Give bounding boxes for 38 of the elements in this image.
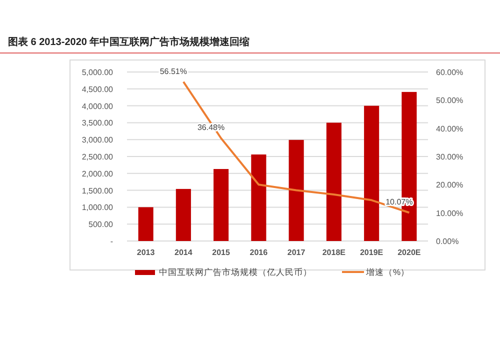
y-tick-label: 3,000.00 xyxy=(82,136,114,145)
x-tick-label: 2020E xyxy=(398,248,422,257)
data-label: 56.51% xyxy=(160,66,188,76)
y2-tick-label: 50.00% xyxy=(436,96,464,106)
y-tick-label: 500.00 xyxy=(88,220,114,230)
y-tick-label: 1,500.00 xyxy=(82,186,114,196)
y2-tick-label: 10.00% xyxy=(436,208,464,218)
y-tick-label: 2,000.00 xyxy=(82,169,114,178)
bar xyxy=(138,207,154,241)
bar xyxy=(251,154,266,241)
y2-tick-label: 30.00% xyxy=(436,152,464,162)
y-tick-label: - xyxy=(110,237,114,246)
y2-tick-label: 20.00% xyxy=(436,180,464,190)
y-tick-label: 4,000.00 xyxy=(82,102,114,111)
y-tick-label: 1,000.00 xyxy=(82,203,114,212)
x-tick-label: 2015 xyxy=(212,248,231,257)
legend-label: 增速（%） xyxy=(365,267,410,277)
y2-tick-label: 0.00% xyxy=(436,237,459,246)
x-tick-label: 2014 xyxy=(174,248,193,257)
chart-title: 图表 6 2013-2020 年中国互联网广告市场规模增速回缩 xyxy=(8,36,250,48)
y-tick-label: 4,500.00 xyxy=(82,84,114,94)
y-tick-label: 2,500.00 xyxy=(82,152,114,162)
bar xyxy=(214,169,229,241)
y-tick-label: 5,000.00 xyxy=(82,68,114,77)
x-tick-label: 2016 xyxy=(250,248,268,257)
line-series xyxy=(182,80,410,214)
y-tick-label: 3,500.00 xyxy=(82,118,114,128)
bar xyxy=(176,188,191,241)
bar xyxy=(364,106,380,241)
legend-label: 中国互联网广告市场规模（亿人民币） xyxy=(159,267,312,277)
y2-tick-label: 60.00% xyxy=(436,68,464,77)
bar xyxy=(288,140,304,241)
y2-tick-label: 40.00% xyxy=(436,124,464,134)
x-tick-label: 2019E xyxy=(360,248,384,257)
x-tick-label: 2017 xyxy=(287,248,306,257)
x-tick-label: 2013 xyxy=(136,248,156,257)
x-tick-label: 2018E xyxy=(322,248,346,257)
bar xyxy=(326,122,342,241)
